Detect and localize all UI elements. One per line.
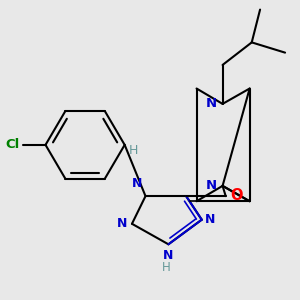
Text: Cl: Cl bbox=[5, 138, 20, 152]
Text: H: H bbox=[128, 144, 138, 157]
Text: N: N bbox=[206, 179, 218, 192]
Text: O: O bbox=[230, 188, 242, 202]
Text: N: N bbox=[132, 177, 142, 190]
Text: N: N bbox=[116, 217, 127, 230]
Text: N: N bbox=[163, 249, 174, 262]
Text: H: H bbox=[162, 261, 171, 274]
Text: N: N bbox=[206, 98, 218, 110]
Text: N: N bbox=[205, 213, 215, 226]
